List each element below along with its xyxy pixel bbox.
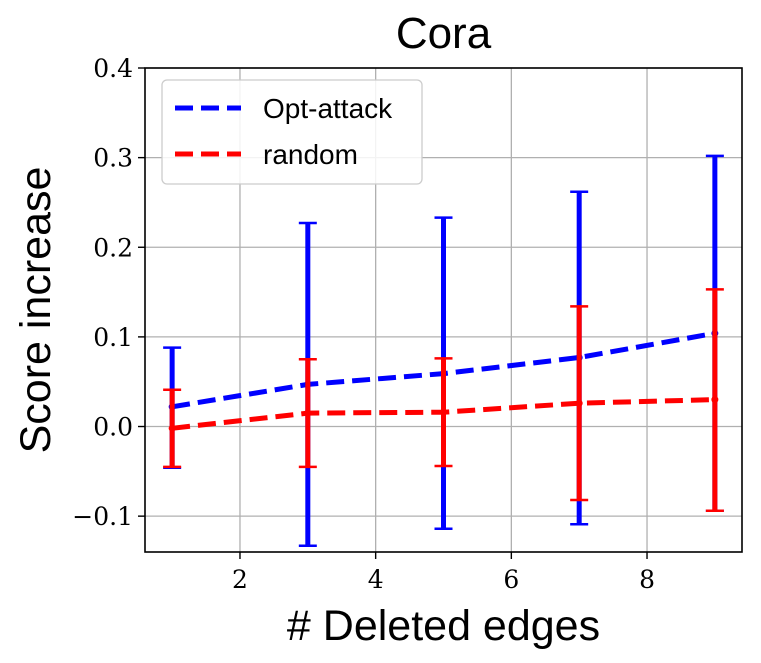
x-tick-label: 4 bbox=[368, 565, 384, 594]
y-tick-label: 0.0 bbox=[93, 413, 133, 442]
series-opt-attack bbox=[163, 154, 724, 547]
chart-title: Cora bbox=[396, 9, 492, 58]
series-random bbox=[163, 288, 724, 513]
x-tick-label: 2 bbox=[232, 565, 248, 594]
data-point bbox=[575, 399, 583, 407]
y-tick-label: 0.1 bbox=[93, 323, 133, 352]
x-tick-label: 6 bbox=[503, 565, 519, 594]
data-point bbox=[168, 424, 176, 432]
y-tick-label: −0.1 bbox=[72, 502, 133, 531]
y-tick-label: 0.2 bbox=[93, 233, 133, 262]
x-axis-label: # Deleted edges bbox=[287, 602, 600, 650]
y-tick-label: 0.3 bbox=[93, 144, 133, 173]
series-layer bbox=[163, 154, 724, 547]
y-axis-label: Score increase bbox=[12, 167, 60, 454]
tick-layer: 2 4 6 8 −0.1 0.0 0.1 0.2 0.3 0.4 bbox=[72, 54, 655, 594]
legend-item: random bbox=[175, 139, 358, 170]
plot-frame bbox=[144, 67, 743, 553]
data-point bbox=[711, 396, 719, 404]
legend-label: random bbox=[263, 139, 358, 170]
y-tick-label: 0.4 bbox=[93, 54, 133, 83]
x-tick-label: 8 bbox=[639, 565, 655, 594]
legend: Opt-attack random bbox=[161, 79, 423, 185]
data-point bbox=[440, 408, 447, 416]
legend-label: Opt-attack bbox=[263, 93, 393, 124]
legend-item: Opt-attack bbox=[175, 93, 393, 124]
data-point bbox=[304, 409, 312, 417]
